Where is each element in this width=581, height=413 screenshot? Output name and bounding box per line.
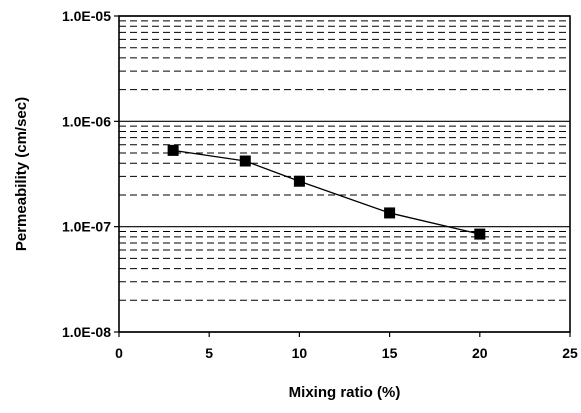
x-tick-label: 5 xyxy=(205,345,213,361)
data-point-marker xyxy=(239,155,251,167)
y-axis-ticks: 1.0E-08 1.0E-07 1.0E-06 1.0E-05 xyxy=(62,8,119,340)
data-point-marker xyxy=(293,175,305,187)
series-layer xyxy=(167,144,486,240)
data-point-marker xyxy=(167,144,179,156)
x-tick-label: 15 xyxy=(382,345,398,361)
grid-layer xyxy=(119,15,570,333)
y-tick-label: 1.0E-08 xyxy=(62,324,111,340)
y-axis-title: Permeability (cm/sec) xyxy=(13,97,30,251)
data-point-marker xyxy=(474,228,486,240)
x-axis-title: Mixing ratio (%) xyxy=(289,384,401,401)
data-point-marker xyxy=(384,207,396,219)
plot-frame xyxy=(118,15,571,333)
x-tick-label: 0 xyxy=(115,345,123,361)
y-tick-label: 1.0E-07 xyxy=(62,219,111,235)
x-axis-ticks: 0 5 10 15 20 25 xyxy=(115,332,578,361)
x-tick-label: 20 xyxy=(472,345,488,361)
y-tick-label: 1.0E-06 xyxy=(62,113,111,129)
y-tick-label: 1.0E-05 xyxy=(62,8,111,24)
x-tick-label: 25 xyxy=(562,345,578,361)
x-tick-label: 10 xyxy=(292,345,308,361)
